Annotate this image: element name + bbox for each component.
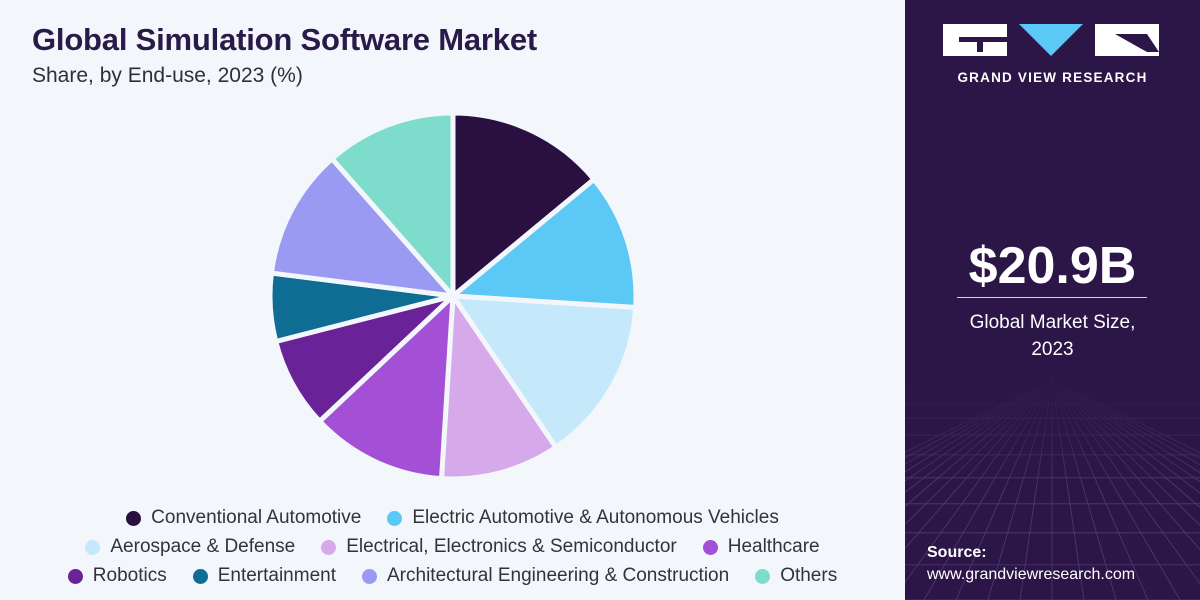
legend-label: Others [780,565,838,586]
legend-row-1: Conventional Automotive Electric Automot… [0,507,905,529]
legend-swatch [85,539,101,555]
legend-swatch [387,510,403,526]
legend-label: Aerospace & Defense [110,536,296,557]
pie-slice-conventional-automotive [450,110,597,299]
legend-swatch [192,568,208,584]
chart-title: Global Simulation Software Market [32,22,537,57]
market-size-label-line1: Global Market Size, [969,312,1136,333]
legend-row-2: Aerospace & Defense Electrical, Electron… [0,536,905,558]
legend-swatch [321,539,337,555]
legend-swatch [126,510,142,526]
legend-label: Healthcare [727,536,820,557]
legend-label: Electrical, Electronics & Semiconductor [346,536,677,557]
legend-item-entertainment: Entertainment [192,565,336,587]
pie-slice-aerospace-defense [450,293,639,450]
market-size-label-line2: 2023 [1031,339,1074,360]
legend-label: Robotics [92,565,167,586]
legend-item-healthcare: Healthcare [702,536,820,558]
market-size-value: $20.9B [968,237,1137,295]
market-size-label: Global Market Size, 2023 [905,309,1200,363]
source-label: Source: [927,544,987,561]
legend-item-others: Others [755,565,837,587]
legend-item-architectural-engineering: Architectural Engineering & Construction [362,565,729,587]
grid-background [905,379,1200,600]
divider [957,297,1147,298]
logo-g-mark [943,24,1007,56]
legend-swatch [702,539,718,555]
legend-label: Architectural Engineering & Construction [387,565,730,586]
logo-r-mark [1095,24,1159,56]
legend-swatch [755,568,771,584]
legend-swatch [362,568,377,584]
pie-slice-architectural-engineering-construction [268,156,456,299]
legend-label: Conventional Automotive [151,507,362,528]
brand-name: GRAND VIEW RESEARCH [957,70,1148,85]
pie-chart [267,110,639,482]
pie-slice-others [329,110,456,299]
legend-item-electrical-electronics: Electrical, Electronics & Semiconductor [321,536,677,558]
logo-v-mark [1019,24,1083,56]
legend-item-robotics: Robotics [67,565,167,587]
chart-panel: Global Simulation Software Market Share,… [0,22,905,587]
gvr-logo [943,24,1159,56]
legend-item-aerospace-defense: Aerospace & Defense [85,536,295,558]
legend-label: Entertainment [217,565,336,586]
sidebar-panel: GRAND VIEW RESEARCH $20.9B Global Market… [905,0,1200,600]
pie-slice-electric-automotive-autonomous-vehicles [450,176,639,310]
legend-item-electric-automotive: Electric Automotive & Autonomous Vehicle… [387,507,779,529]
legend-label: Electric Automotive & Autonomous Vehicle… [412,507,779,528]
source-url[interactable]: www.grandviewresearch.com [927,566,1136,583]
legend-item-conventional-automotive: Conventional Automotive [126,507,361,529]
legend-row-3: Robotics Entertainment Architectural Eng… [0,565,905,587]
legend-swatch [67,568,83,584]
pie-slices [267,110,639,482]
pie-slice-electrical-electronics-semiconductor [439,293,559,482]
chart-subtitle: Share, by End-use, 2023 (%) [32,64,303,87]
pie-slice-healthcare [317,293,456,482]
